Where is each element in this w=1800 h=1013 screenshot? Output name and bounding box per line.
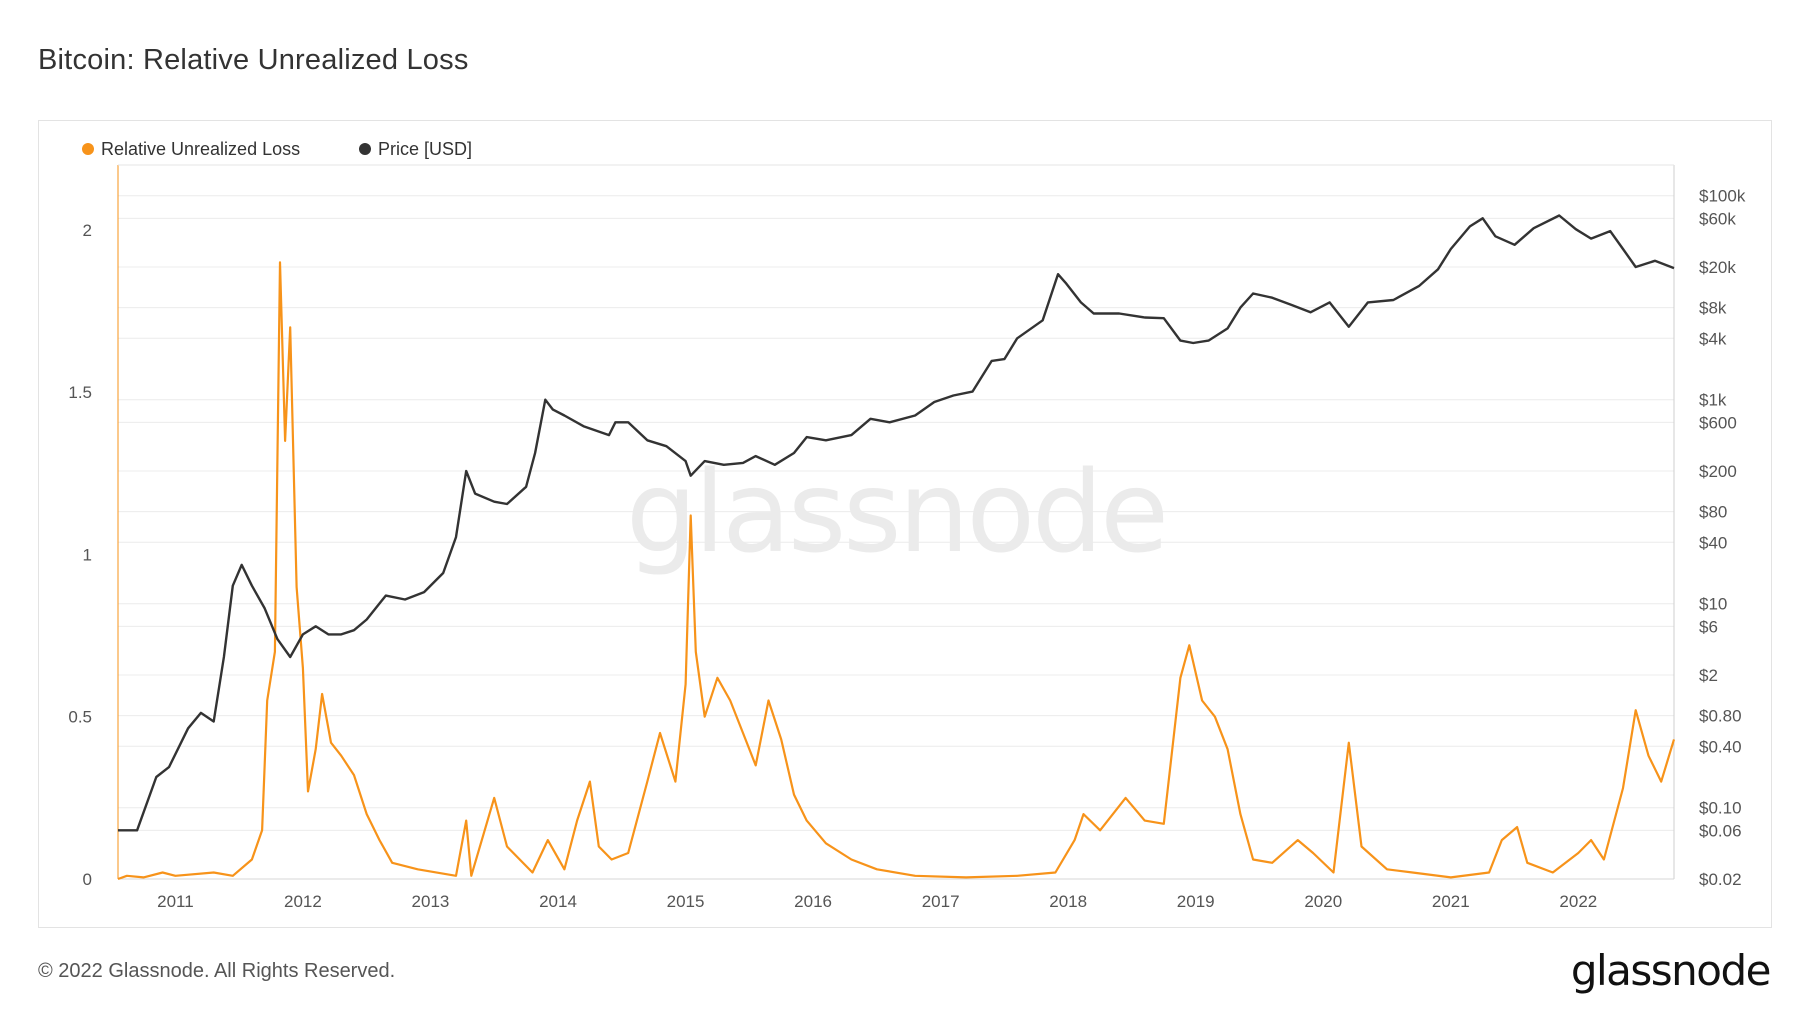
x-axis-tick-label: 2016 — [794, 892, 832, 911]
x-axis-tick-label: 2021 — [1432, 892, 1470, 911]
x-axis-tick-label: 2017 — [922, 892, 960, 911]
watermark: glassnode — [626, 448, 1166, 578]
legend-label-loss: Relative Unrealized Loss — [101, 139, 300, 159]
gridlines — [118, 195, 1674, 880]
x-axis-tick-label: 2022 — [1559, 892, 1597, 911]
plot-area-border — [117, 164, 1675, 880]
right-axis-tick-label: $1k — [1699, 391, 1727, 410]
right-axis-tick-label: $40 — [1699, 533, 1727, 552]
legend-item-price[interactable]: Price [USD] — [359, 139, 472, 159]
left-axis-tick-label: 0 — [83, 870, 92, 889]
series-lines — [117, 214, 1676, 881]
right-axis-tick-label: $600 — [1699, 413, 1737, 432]
right-axis-ticks: $0.02 $0.06 $0.10 $0.40 $0.80 $2 $6 $10 $40 $80 $2… — [1699, 187, 1746, 889]
x-axis-tick-label: 2019 — [1177, 892, 1215, 911]
left-axis-tick-label: 2 — [83, 221, 92, 240]
x-axis-tick-label: 2013 — [412, 892, 450, 911]
legend-marker-loss — [82, 143, 94, 155]
x-axis-tick-label: 2015 — [667, 892, 705, 911]
right-axis-tick-label: $8k — [1699, 299, 1727, 318]
glassnode-logo[interactable]: glassnode — [1570, 946, 1772, 995]
right-axis-tick-label: $100k — [1699, 187, 1746, 206]
right-axis-tick-label: $0.06 — [1699, 821, 1742, 840]
legend-marker-price — [359, 143, 371, 155]
x-axis-tick-label: 2011 — [157, 892, 194, 911]
x-axis-ticks: 2011 2012 2013 2014 2015 2016 2017 2018 2019 2020… — [157, 892, 1597, 911]
left-axis-tick-label: 0.5 — [68, 708, 92, 727]
legend-item-relative-unrealized-loss[interactable]: Relative Unrealized Loss — [82, 139, 300, 159]
right-axis-tick-label: $2 — [1699, 666, 1718, 685]
x-axis-tick-label: 2014 — [539, 892, 577, 911]
right-axis-tick-label: $6 — [1699, 617, 1718, 636]
left-axis-tick-label: 1 — [83, 545, 92, 564]
right-axis-tick-label: $0.02 — [1699, 870, 1742, 889]
left-axis-tick-label: 1.5 — [68, 383, 92, 402]
right-axis-tick-label: $4k — [1699, 329, 1727, 348]
right-axis-tick-label: $10 — [1699, 595, 1727, 614]
right-axis-tick-label: $0.10 — [1699, 799, 1742, 818]
chart-svg: glassnode 0 0.5 1 1.5 2 $0.02 $0.06 $0.10 $0.40… — [68, 139, 1746, 911]
left-axis-ticks: 0 0.5 1 1.5 2 — [68, 221, 92, 889]
page-title: Bitcoin: Relative Unrealized Loss — [38, 44, 469, 76]
chart-container: glassnode 0 0.5 1 1.5 2 $0.02 $0.06 $0.10 $0.40… — [38, 120, 1772, 928]
right-axis-tick-label: $20k — [1699, 258, 1736, 277]
x-axis-tick-label: 2020 — [1304, 892, 1342, 911]
series-line-price — [118, 214, 1675, 832]
x-axis-tick-label: 2018 — [1049, 892, 1087, 911]
legend-label-price: Price [USD] — [378, 139, 472, 159]
legend: Relative Unrealized Loss Price [USD] — [82, 139, 472, 159]
right-axis-tick-label: $80 — [1699, 503, 1727, 522]
series-line-relative-unrealized-loss — [117, 261, 1676, 881]
right-axis-tick-label: $200 — [1699, 462, 1737, 481]
right-axis-tick-label: $0.80 — [1699, 707, 1742, 726]
right-axis-tick-label: $0.40 — [1699, 737, 1742, 756]
right-axis-tick-label: $60k — [1699, 209, 1736, 228]
copyright-text: © 2022 Glassnode. All Rights Reserved. — [38, 960, 396, 982]
x-axis-tick-label: 2012 — [284, 892, 322, 911]
